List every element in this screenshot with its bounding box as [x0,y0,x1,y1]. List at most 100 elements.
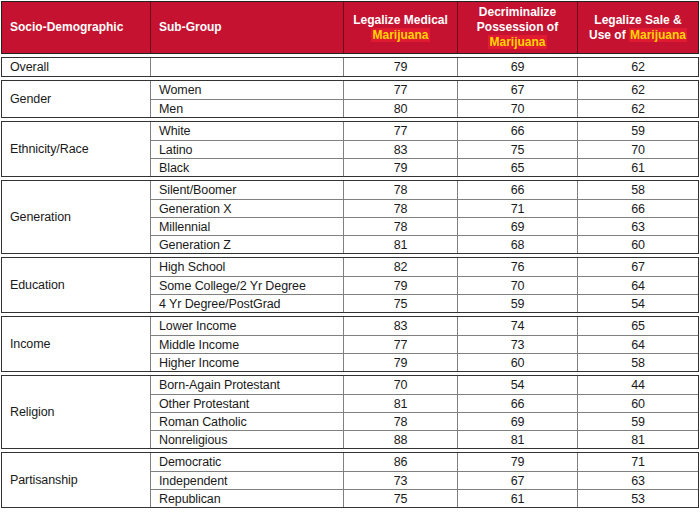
value-cell: 66 [457,122,577,140]
value-cell: 79 [343,58,457,76]
col-header-legalize-medical: Legalize MedicalMarijuana [343,2,457,53]
table-section: Partisanship Democratic 86 79 71 Indepen… [1,452,699,508]
value-cell: 73 [457,335,577,353]
value-cell: 68 [457,235,577,253]
table-section: Gender Women 77 67 62 Men 80 70 62 [1,80,699,118]
value-cell: 64 [577,335,698,353]
category-cell: Generation [2,181,150,253]
value-cell: 60 [577,235,698,253]
value-cell: 81 [577,430,698,448]
value-cell: 88 [343,430,457,448]
value-cell: 71 [577,453,698,471]
value-cell: 80 [343,99,457,117]
value-cell: 65 [457,158,577,176]
subgroup-cell: Latino [150,140,343,158]
value-cell: 54 [457,376,577,394]
subgroup-cell: Independent [150,471,343,489]
col-header-label: Sub-Group [159,20,222,34]
col-header-label: Decriminalize Possession of [477,5,558,34]
subgroup-cell: High School [150,258,343,276]
value-cell: 74 [457,317,577,335]
value-cell: 81 [343,235,457,253]
value-cell: 70 [343,376,457,394]
marijuana-highlight: Marijuana [488,35,546,49]
subgroup-cell: Roman Catholic [150,412,343,430]
value-cell: 83 [343,140,457,158]
category-cell: Ethnicity/Race [2,122,150,176]
value-cell: 86 [343,453,457,471]
value-cell: 59 [577,412,698,430]
value-cell: 78 [343,217,457,235]
demographics-table: Socio-Demographic Sub-Group Legalize Med… [1,1,699,508]
value-cell: 82 [343,258,457,276]
subgroup-cell: Some College/2 Yr Degree [150,276,343,294]
value-cell: 61 [577,158,698,176]
value-cell: 60 [577,394,698,412]
table-header-row: Socio-Demographic Sub-Group Legalize Med… [1,1,699,54]
value-cell: 81 [343,394,457,412]
value-cell: 59 [457,294,577,312]
value-cell: 83 [343,317,457,335]
value-cell: 58 [577,353,698,371]
category-cell: Education [2,258,150,312]
col-header-sub-group: Sub-Group [150,2,343,53]
subgroup-cell: Lower Income [150,317,343,335]
category-cell: Gender [2,81,150,117]
table-section: Generation Silent/Boomer 78 66 58 Genera… [1,180,699,254]
subgroup-cell: Generation Z [150,235,343,253]
col-header-socio-demographic: Socio-Demographic [2,2,150,53]
value-cell: 75 [343,294,457,312]
subgroup-cell: Republican [150,489,343,507]
value-cell: 81 [457,430,577,448]
category-cell: Income [2,317,150,371]
subgroup-cell: Women [150,81,343,99]
value-cell: 79 [457,453,577,471]
table-section: Income Lower Income 83 74 65 Middle Inco… [1,316,699,372]
table-section: Overall 79 69 62 [1,57,699,77]
value-cell: 70 [457,276,577,294]
value-cell: 77 [343,122,457,140]
value-cell: 61 [457,489,577,507]
table-section: Ethnicity/Race White 77 66 59 Latino 83 … [1,121,699,177]
value-cell: 69 [457,412,577,430]
value-cell: 67 [457,81,577,99]
value-cell: 77 [343,81,457,99]
value-cell: 62 [577,99,698,117]
value-cell: 62 [577,81,698,99]
value-cell: 64 [577,276,698,294]
value-cell: 62 [577,58,698,76]
marijuana-highlight: Marijuana [371,28,429,42]
value-cell: 54 [577,294,698,312]
subgroup-cell: Men [150,99,343,117]
table-section: Education High School 82 76 67 Some Coll… [1,257,699,313]
value-cell: 63 [577,471,698,489]
subgroup-cell: Nonreligious [150,430,343,448]
table-body: Overall 79 69 62 Gender Women 77 67 62 M… [1,57,699,508]
value-cell: 78 [343,412,457,430]
subgroup-cell: 4 Yr Degree/PostGrad [150,294,343,312]
col-header-decriminalize: Decriminalize Possession ofMarijuana [457,2,577,53]
subgroup-cell: White [150,122,343,140]
subgroup-cell: Black [150,158,343,176]
col-header-legalize-sale: Legalize Sale & Use of Marijuana [577,2,698,53]
value-cell: 79 [343,276,457,294]
subgroup-cell: Middle Income [150,335,343,353]
value-cell: 58 [577,181,698,199]
value-cell: 76 [457,258,577,276]
category-cell: Partisanship [2,453,150,507]
value-cell: 78 [343,199,457,217]
value-cell: 78 [343,181,457,199]
value-cell: 67 [457,471,577,489]
subgroup-cell: Democratic [150,453,343,471]
value-cell: 70 [457,99,577,117]
subgroup-cell: Silent/Boomer [150,181,343,199]
value-cell: 63 [577,217,698,235]
value-cell: 71 [457,199,577,217]
subgroup-cell: Generation X [150,199,343,217]
value-cell: 69 [457,217,577,235]
value-cell: 44 [577,376,698,394]
value-cell: 79 [343,158,457,176]
category-cell: Overall [2,58,150,76]
value-cell: 69 [457,58,577,76]
table-section: Religion Born-Again Protestant 70 54 44 … [1,375,699,449]
